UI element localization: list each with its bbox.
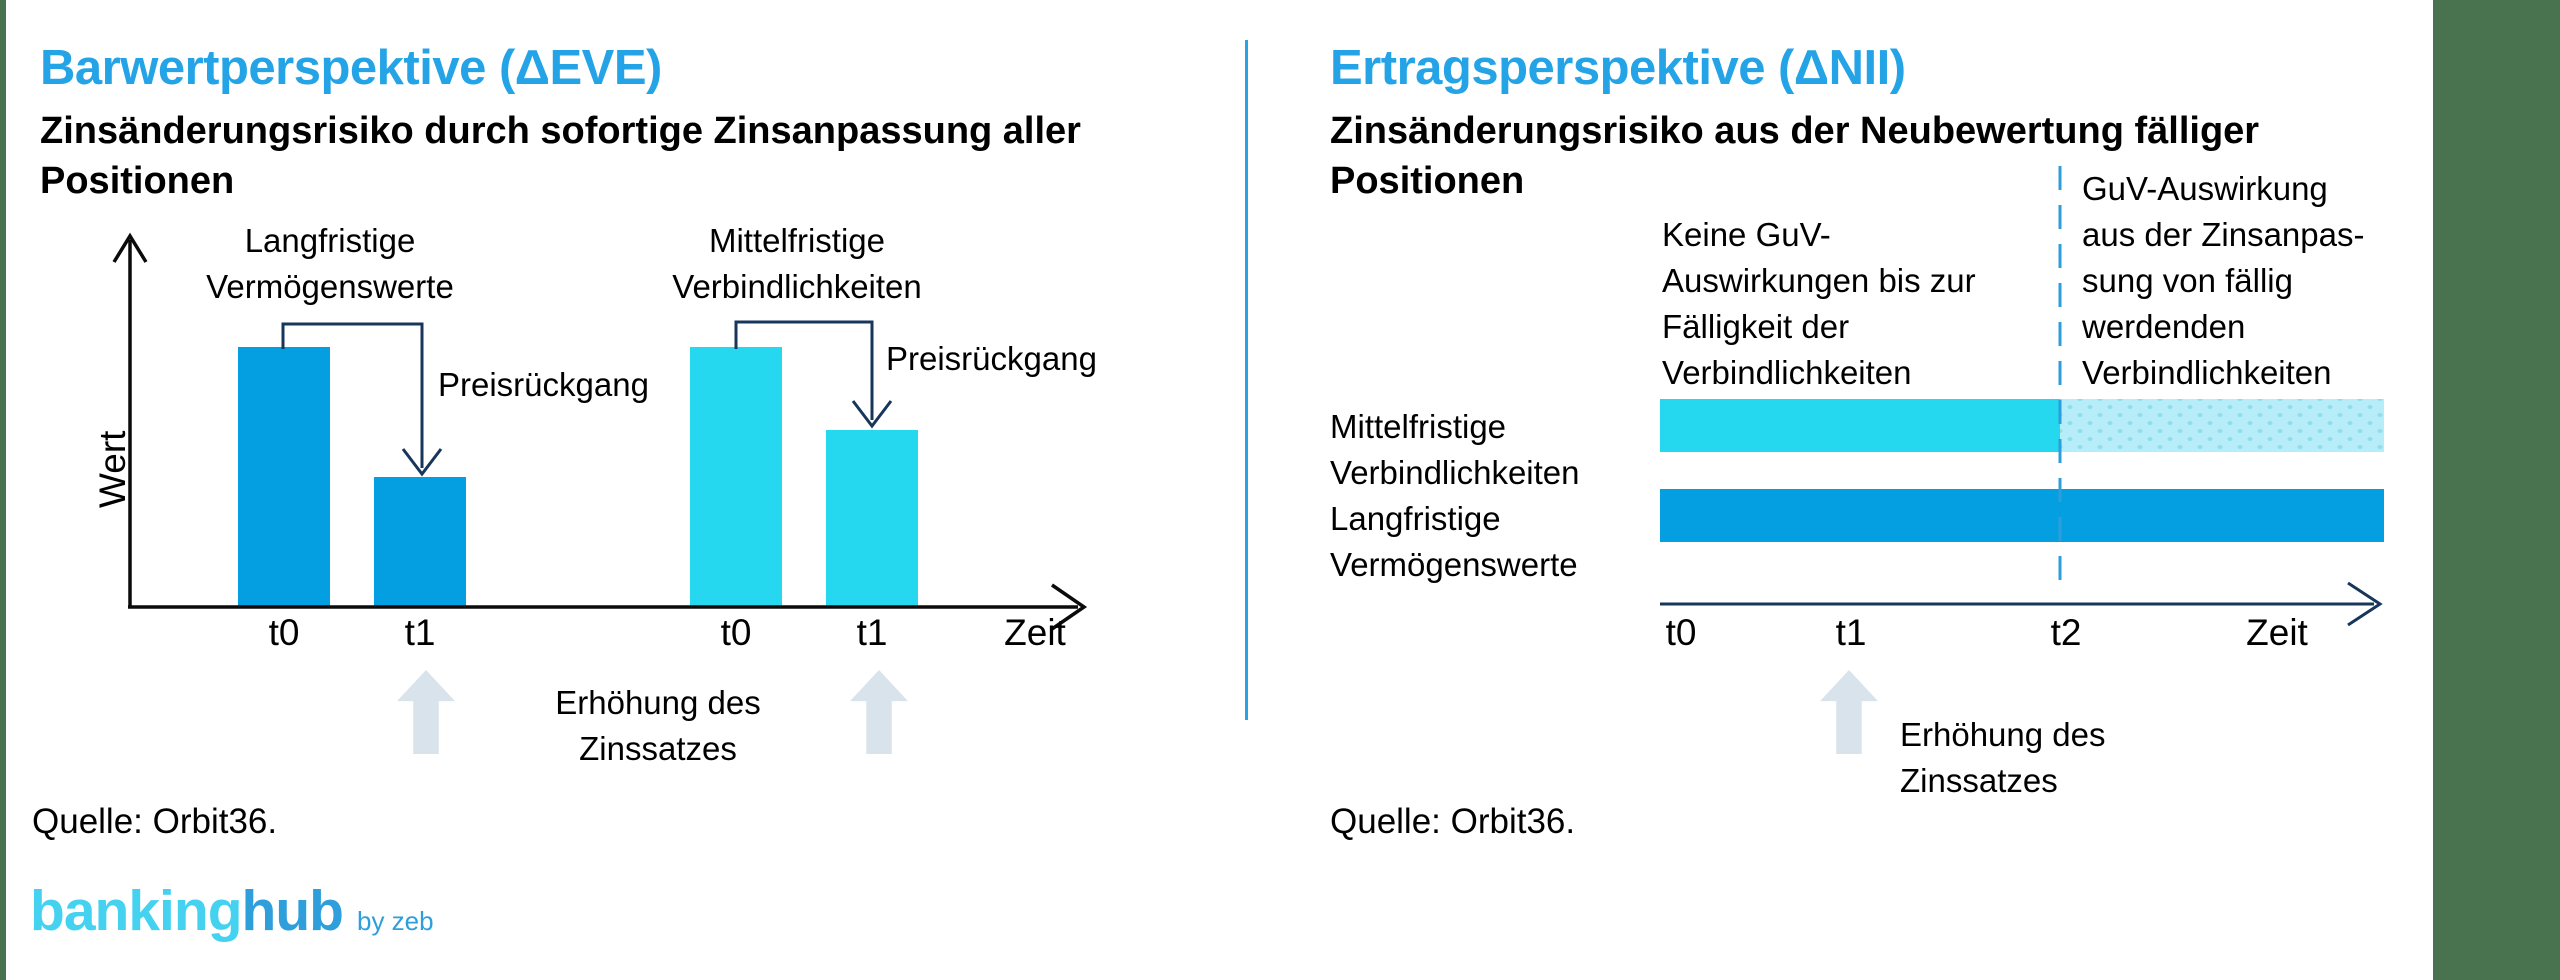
group2-label-line2: Verbindlichkeiten — [672, 268, 922, 305]
group2-label: Mittelfristige Verbindlichkeiten — [597, 218, 997, 310]
annotation-right-line3: sung von fällig — [2082, 262, 2293, 299]
row1-label-line2: Verbindlichkeiten — [1330, 454, 1580, 491]
row2-label-line2: Vermögenswerte — [1330, 546, 1578, 583]
right-shock-line2: Zinssatzes — [1900, 762, 2058, 799]
panel-divider — [1245, 40, 1248, 720]
bar-group2-t0 — [690, 347, 782, 607]
left-shock-label: Erhöhung des Zinssatzes — [500, 680, 816, 772]
left-edge-strip — [0, 0, 6, 980]
annotation-pnl-impact: GuV-Auswirkung aus der Zinsanpas- sung v… — [2082, 166, 2364, 396]
left-tick-t0-b: t0 — [720, 612, 752, 653]
right-shock-line1: Erhöhung des — [1900, 716, 2106, 753]
left-tick-t1-b: t1 — [856, 612, 888, 653]
right-subtitle-line2: Positionen — [1330, 160, 1525, 202]
bar-group2-t1 — [826, 430, 918, 607]
y-axis-label: Wert — [92, 430, 133, 508]
row1-label-line1: Mittelfristige — [1330, 408, 1507, 445]
right-shock-label: Erhöhung des Zinssatzes — [1900, 712, 2106, 804]
logo-byzeb: by zeb — [356, 906, 434, 936]
left-subtitle-line1: Zinsänderungsrisiko durch sofortige Zins… — [40, 110, 1081, 152]
left-panel-subtitle: Zinsänderungsrisiko durch sofortige Zins… — [40, 106, 1081, 206]
timeline-row1-segment1 — [1660, 399, 2060, 452]
annotation-left-line3: Fälligkeit der — [1662, 308, 1850, 345]
bar-group1-t0 — [238, 347, 330, 607]
right-subtitle-line1: Zinsänderungsrisiko aus der Neubewertung… — [1330, 110, 2260, 152]
left-subtitle-line2: Positionen — [40, 160, 235, 202]
decline-label-1: Preisrückgang — [438, 366, 649, 403]
right-panel-subtitle: Zinsänderungsrisiko aus der Neubewertung… — [1330, 106, 2259, 206]
annotation-left-line1: Keine GuV- — [1662, 216, 1831, 253]
left-shock-line2: Zinssatzes — [579, 730, 737, 767]
right-tick-t2: t2 — [2050, 612, 2082, 653]
logo-hub: hub — [241, 879, 344, 943]
row2-label-line1: Langfristige — [1330, 500, 1501, 537]
annotation-right-line5: Verbindlichkeiten — [2082, 354, 2332, 391]
bar-group1-t1 — [374, 477, 466, 607]
group2-label-line1: Mittelfristige — [708, 222, 886, 259]
annotation-right-line1: GuV-Auswirkung — [2082, 170, 2328, 207]
annotation-left-line2: Auswirkungen bis zur — [1662, 262, 1976, 299]
left-source: Quelle: Orbit36. — [32, 802, 278, 841]
left-axis-zeit-label: Zeit — [1004, 612, 1066, 653]
left-tick-t1-a: t1 — [404, 612, 436, 653]
right-tick-t0: t0 — [1665, 612, 1697, 653]
right-axis-zeit-label: Zeit — [2246, 612, 2308, 653]
group1-label: Langfristige Vermögenswerte — [130, 218, 530, 310]
group1-label-line1: Langfristige — [244, 222, 416, 259]
bankinghub-logo: banking hub by zeb — [30, 878, 434, 944]
right-side-band — [2433, 0, 2560, 980]
right-tick-t1: t1 — [1835, 612, 1867, 653]
logo-banking: banking — [30, 879, 243, 943]
row2-label: Langfristige Vermögenswerte — [1330, 496, 1578, 588]
left-tick-t0-a: t0 — [268, 612, 300, 653]
annotation-right-line2: aus der Zinsanpas- — [2082, 216, 2365, 253]
group1-label-line2: Vermögenswerte — [206, 268, 454, 305]
decline-label-2: Preisrückgang — [886, 340, 1097, 377]
left-shock-line1: Erhöhung des — [555, 684, 761, 721]
left-panel-title: Barwertperspektive (ΔEVE) — [40, 41, 662, 95]
right-panel-title: Ertragsperspektive (ΔNII) — [1330, 41, 1906, 95]
row1-label: Mittelfristige Verbindlichkeiten — [1330, 404, 1580, 496]
annotation-no-pnl-impact: Keine GuV- Auswirkungen bis zur Fälligke… — [1662, 212, 1976, 396]
timeline-row1-segment2 — [2060, 399, 2384, 452]
timeline-row2-segment1 — [1660, 489, 2384, 542]
annotation-right-line4: werdenden — [2082, 308, 2246, 345]
annotation-left-line4: Verbindlichkeiten — [1662, 354, 1912, 391]
right-source: Quelle: Orbit36. — [1330, 802, 1576, 841]
